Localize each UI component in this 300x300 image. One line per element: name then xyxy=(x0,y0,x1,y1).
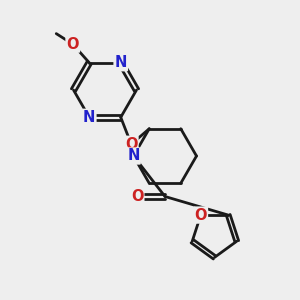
Text: N: N xyxy=(83,110,95,125)
Text: O: O xyxy=(125,137,137,152)
Text: O: O xyxy=(131,189,143,204)
Text: N: N xyxy=(127,148,140,164)
Text: N: N xyxy=(115,55,127,70)
Text: O: O xyxy=(67,37,79,52)
Text: O: O xyxy=(194,208,207,223)
